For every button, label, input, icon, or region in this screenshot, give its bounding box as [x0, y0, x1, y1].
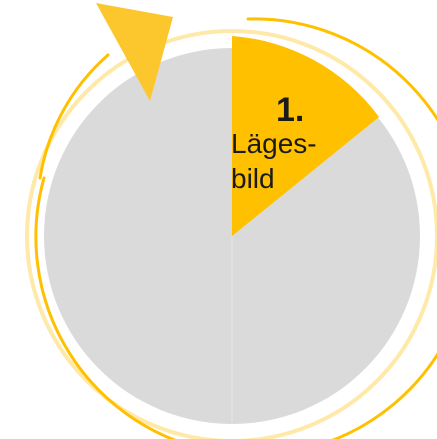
outer-ring — [25, 29, 437, 439]
arrow-head-icon — [96, 3, 173, 101]
step-title-line-2: bild — [231, 163, 275, 194]
step-title-label: Läges- bild — [231, 126, 351, 196]
outer-ring-arc-left — [38, 53, 110, 180]
outer-ring-arc — [34, 17, 437, 439]
step-number-label: 1. — [276, 91, 305, 129]
step-1-segment[interactable] — [232, 36, 379, 236]
step-title-line-1: Läges- — [231, 128, 317, 159]
